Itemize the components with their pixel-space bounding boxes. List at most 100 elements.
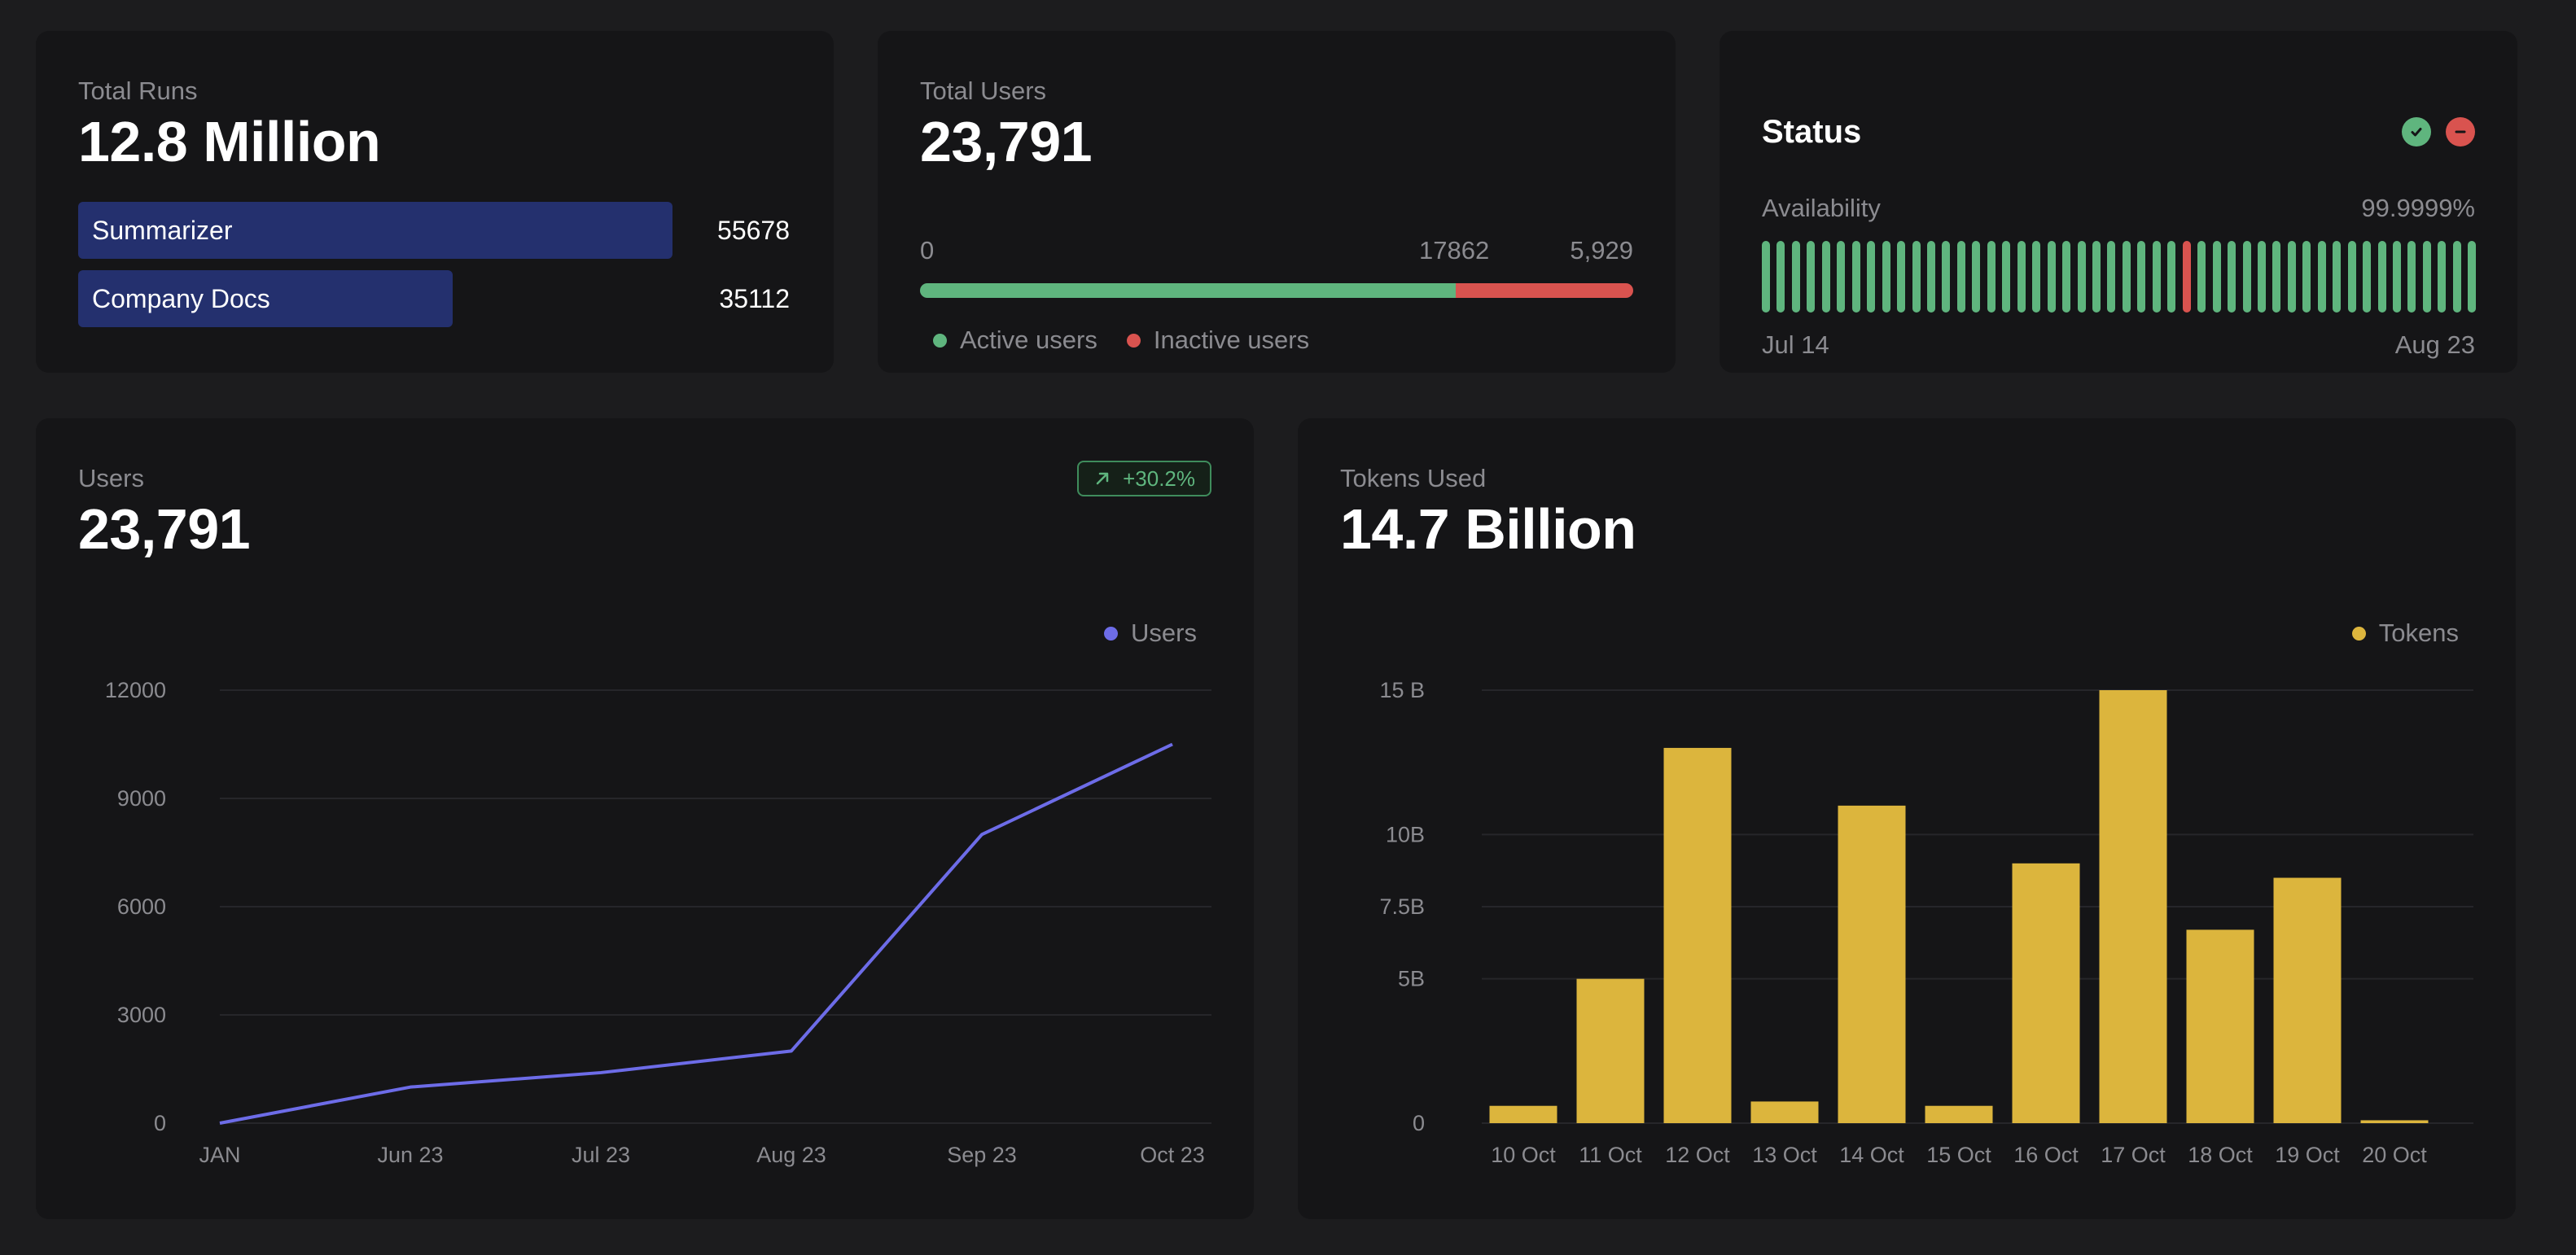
uptime-tick[interactable]	[2287, 241, 2296, 313]
date-start: Jul 14	[1762, 330, 1829, 359]
uptime-tick[interactable]	[2407, 241, 2416, 313]
uptime-tick[interactable]	[1776, 241, 1785, 313]
uptime-tick[interactable]	[2257, 241, 2266, 313]
uptime-tick[interactable]	[2363, 241, 2372, 313]
users-chart-card: Users 23,791 +30.2% Users 0 3000 6000 9000 1…	[36, 418, 1254, 1219]
legend-active: Active users	[960, 326, 1097, 354]
uptime-tick[interactable]	[2122, 241, 2131, 313]
active-dot-icon	[933, 333, 947, 348]
uptime-tick[interactable]	[2452, 241, 2461, 313]
tokens-legend-label: Tokens	[2378, 619, 2459, 647]
uptime-tick[interactable]	[1942, 241, 1951, 313]
active-segment	[920, 283, 1456, 298]
uptime-tick[interactable]	[2317, 241, 2326, 313]
uptime-tick[interactable]	[2062, 241, 2071, 313]
uptime-tick[interactable]	[1987, 241, 1996, 313]
y-tick-label: 5B	[1398, 967, 1425, 991]
uptime-tick[interactable]	[2377, 241, 2386, 313]
tokens-bar	[1925, 1105, 1993, 1123]
tokens-bar	[1576, 978, 1645, 1123]
uptime-tick[interactable]	[1791, 241, 1800, 313]
uptime-tick[interactable]	[2228, 241, 2236, 313]
uptime-tick[interactable]	[1807, 241, 1816, 313]
uptime-tick[interactable]	[2197, 241, 2206, 313]
total-users-label: Total Users	[920, 77, 1047, 105]
tokens-bar	[2186, 929, 2254, 1123]
x-tick-label: 18 Oct	[2188, 1143, 2253, 1167]
x-tick-label: 13 Oct	[1752, 1143, 1817, 1167]
uptime-bar	[1762, 241, 2477, 313]
uptime-tick[interactable]	[2017, 241, 2026, 313]
uptime-tick[interactable]	[1851, 241, 1860, 313]
uptime-tick[interactable]	[2047, 241, 2056, 313]
x-tick-label: 20 Oct	[2362, 1143, 2427, 1167]
uptime-tick[interactable]	[1882, 241, 1890, 313]
users-legend: Active users Inactive users	[933, 326, 1309, 355]
growth-badge-text: +30.2%	[1123, 466, 1195, 491]
run-bar-summarizer[interactable]: Summarizer	[78, 202, 672, 259]
y-tick-label: 0	[154, 1111, 166, 1135]
uptime-tick[interactable]	[2272, 241, 2281, 313]
x-tick-label: Jun 23	[377, 1143, 443, 1167]
y-tick-label: 7.5B	[1379, 894, 1425, 919]
y-tick-label: 3000	[117, 1003, 166, 1027]
x-tick-label: Jul 23	[572, 1143, 630, 1167]
tokens-bar	[2360, 1120, 2429, 1123]
run-bar-company-docs[interactable]: Company Docs	[78, 270, 453, 327]
uptime-tick[interactable]	[2032, 241, 2041, 313]
uptime-tick[interactable]	[1956, 241, 1965, 313]
uptime-tick[interactable]	[1926, 241, 1935, 313]
uptime-tick[interactable]	[2438, 241, 2447, 313]
uptime-tick[interactable]	[1762, 241, 1770, 313]
uptime-tick[interactable]	[1897, 241, 1906, 313]
x-tick-label: 10 Oct	[1491, 1143, 1556, 1167]
uptime-tick[interactable]	[2333, 241, 2342, 313]
users-line-chart: 0 3000 6000 9000 12000 JAN Jun 23 Jul 23 Aug 23 S…	[105, 678, 1211, 1167]
uptime-tick[interactable]	[2347, 241, 2356, 313]
uptime-tick[interactable]	[2393, 241, 2402, 313]
x-tick-label: 14 Oct	[1839, 1143, 1904, 1167]
uptime-tick[interactable]	[1837, 241, 1846, 313]
uptime-tick[interactable]	[1867, 241, 1876, 313]
arrow-up-right-icon	[1096, 472, 1109, 485]
uptime-tick[interactable]	[2137, 241, 2146, 313]
tokens-chart-card: Tokens Used 14.7 Billion Tokens 0 5B 7.5B 1…	[1298, 418, 2516, 1219]
uptime-tick[interactable]	[1972, 241, 1981, 313]
y-tick-label: 10B	[1386, 822, 1425, 846]
uptime-tick[interactable]	[1821, 241, 1830, 313]
availability-value: 99.9999%	[2361, 194, 2475, 222]
uptime-tick[interactable]	[2077, 241, 2086, 313]
uptime-tick[interactable]	[2107, 241, 2116, 313]
users-value: 23,791	[78, 497, 251, 561]
uptime-tick[interactable]	[2092, 241, 2101, 313]
uptime-tick[interactable]	[2468, 241, 2477, 313]
x-tick-label: JAN	[199, 1143, 240, 1167]
x-tick-label: 17 Oct	[2101, 1143, 2166, 1167]
total-runs-label: Total Runs	[78, 77, 198, 105]
active-count: 17862	[1419, 236, 1490, 265]
tokens-bar	[2273, 877, 2342, 1123]
uptime-tick[interactable]	[2302, 241, 2311, 313]
scale-start: 0	[920, 236, 935, 265]
active-inactive-bar	[920, 283, 1633, 298]
minus-circle-icon[interactable]	[2446, 117, 2475, 146]
run-bar-label: Company Docs	[92, 284, 270, 313]
uptime-tick[interactable]	[2242, 241, 2251, 313]
x-tick-label: 15 Oct	[1926, 1143, 1991, 1167]
uptime-tick[interactable]	[2002, 241, 2011, 313]
uptime-tick[interactable]	[2167, 241, 2176, 313]
users-series-dot-icon	[1104, 626, 1119, 641]
uptime-tick[interactable]	[2152, 241, 2161, 313]
uptime-tick[interactable]	[2212, 241, 2221, 313]
y-tick-label: 0	[1413, 1111, 1425, 1135]
tokens-label: Tokens Used	[1340, 464, 1487, 492]
tokens-bar	[2099, 690, 2167, 1123]
uptime-tick[interactable]	[1912, 241, 1921, 313]
tokens-value: 14.7 Billion	[1340, 497, 1636, 561]
total-runs-value: 12.8 Million	[78, 110, 381, 173]
y-tick-label: 15 B	[1379, 678, 1425, 702]
uptime-tick[interactable]	[2422, 241, 2431, 313]
check-circle-icon[interactable]	[2402, 117, 2431, 146]
y-tick-label: 12000	[105, 678, 166, 702]
uptime-tick-down[interactable]	[2182, 241, 2191, 313]
